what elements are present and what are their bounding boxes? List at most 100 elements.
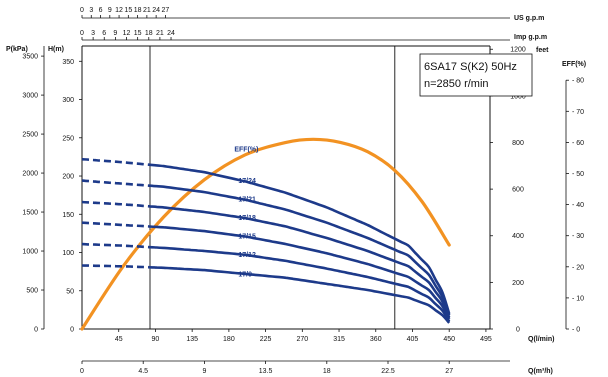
efficiency-tick-label: - 20 — [572, 264, 584, 271]
imp-gpm-tick-label: 12 — [123, 30, 131, 37]
pressure-tick-label: 2500 — [22, 132, 38, 139]
imp-gpm-tick-label: 6 — [102, 30, 106, 37]
feet-tick-label: 800 — [512, 140, 524, 147]
head-tick-label: 200 — [62, 174, 74, 181]
head-curve-dashed-17-15 — [81, 221, 151, 228]
us-gpm-tick-label: 21 — [143, 7, 151, 14]
pressure-tick-label: 3500 — [22, 54, 38, 61]
imp-gpm-unit-label: Imp g.p.m — [514, 34, 547, 41]
head-tick-label: 50 — [66, 288, 74, 295]
q-lmin-tick-label: 90 — [152, 336, 160, 343]
efficiency-tick-label: - 10 — [572, 295, 584, 302]
imp-gpm-tick-label: 0 — [80, 30, 84, 37]
pressure-unit-label: P(kPa) — [6, 46, 28, 53]
efficiency-tick-label: - 40 — [572, 202, 584, 209]
us-gpm-tick-label: 24 — [152, 7, 160, 14]
q-lmin-tick-label: 225 — [260, 336, 272, 343]
feet-tick-label: 0 — [516, 327, 520, 334]
us-gpm-tick-label: 3 — [89, 7, 93, 14]
q-lmin-tick-label: 45 — [115, 336, 123, 343]
head-tick-label: 100 — [62, 250, 74, 257]
head-curve-dashed-17-12 — [81, 242, 151, 249]
q-lmin-tick-label: 360 — [370, 336, 382, 343]
head-curve-label: 17/24 — [238, 178, 256, 185]
chart-title-model: 6SA17 S(K2) 50Hz — [424, 61, 517, 73]
efficiency-tick-label: - 30 — [572, 233, 584, 240]
efficiency-tick-label: - 0 — [572, 327, 580, 334]
head-curve-dashed-17-18 — [81, 200, 151, 208]
efficiency-unit-label: EFF(%) — [562, 61, 586, 68]
imp-gpm-tick-label: 15 — [134, 30, 142, 37]
pressure-tick-label: 3000 — [22, 93, 38, 100]
feet-tick-label: 400 — [512, 233, 524, 240]
us-gpm-tick-label: 9 — [108, 7, 112, 14]
q-lmin-tick-label: 315 — [333, 336, 345, 343]
imp-gpm-tick-label: 18 — [145, 30, 153, 37]
head-curve-17-15 — [149, 225, 451, 320]
head-curve-label: 17/15 — [238, 234, 256, 241]
head-curve-17-21 — [149, 184, 451, 316]
efficiency-curve-label: EFF(%) — [234, 147, 258, 154]
head-unit-label: H(m) — [48, 46, 64, 53]
head-tick-label: 350 — [62, 59, 74, 66]
us-gpm-tick-label: 27 — [162, 7, 170, 14]
feet-tick-label: 200 — [512, 280, 524, 287]
q-m3h-tick-label: 27 — [445, 368, 453, 375]
head-curve-label: 17/21 — [238, 196, 256, 203]
pressure-tick-label: 1000 — [22, 249, 38, 256]
imp-gpm-tick-label: 9 — [113, 30, 117, 37]
head-tick-label: 300 — [62, 97, 74, 104]
head-curve-dashed-17-21 — [81, 179, 151, 187]
efficiency-tick-label: - 60 — [572, 140, 584, 147]
us-gpm-tick-label: 12 — [115, 7, 123, 14]
imp-gpm-tick-label: 21 — [156, 30, 164, 37]
head-curve-17-24 — [149, 163, 451, 315]
q-m3h-tick-label: 18 — [323, 368, 331, 375]
head-tick-label: 0 — [70, 327, 74, 334]
q-lmin-tick-label: 135 — [186, 336, 198, 343]
feet-unit-label: feet — [536, 47, 549, 54]
q-lmin-tick-label: 495 — [480, 336, 492, 343]
curve-layer: EFF(%) 17/24 17/21 17/18 17/15 17/12 17/9 — [80, 137, 451, 331]
efficiency-tick-label: - 70 — [572, 109, 584, 116]
chart-title-speed: n=2850 r/min — [424, 78, 489, 90]
q-lmin-unit-label: Q(l/min) — [528, 336, 554, 343]
head-tick-label: 150 — [62, 212, 74, 219]
us-gpm-unit-label: US g.p.m — [514, 15, 544, 22]
us-gpm-tick-label: 6 — [99, 7, 103, 14]
us-gpm-tick-label: 18 — [134, 7, 142, 14]
head-curve-dashed-17-24 — [81, 157, 151, 167]
imp-gpm-tick-label: 3 — [91, 30, 95, 37]
q-m3h-unit-label: Q(m³/h) — [528, 368, 553, 375]
head-curve-17-9 — [149, 266, 451, 324]
imp-gpm-tick-label: 24 — [167, 30, 175, 37]
efficiency-tick-label: - 50 — [572, 171, 584, 178]
feet-tick-label: 1200 — [510, 47, 526, 54]
pressure-tick-label: 1500 — [22, 210, 38, 217]
q-m3h-tick-label: 9 — [202, 368, 206, 375]
q-m3h-tick-label: 4.5 — [138, 368, 148, 375]
us-gpm-tick-label: 15 — [124, 7, 132, 14]
pressure-tick-label: 0 — [34, 327, 38, 334]
us-gpm-tick-label: 0 — [80, 7, 84, 14]
title-box-frame — [419, 53, 533, 97]
feet-tick-label: 600 — [512, 187, 524, 194]
q-m3h-tick-label: 22.5 — [381, 368, 395, 375]
head-curve-label: 17/9 — [238, 271, 252, 278]
pressure-tick-label: 500 — [26, 288, 38, 295]
q-lmin-tick-label: 450 — [443, 336, 455, 343]
head-curve-17-18 — [149, 205, 451, 319]
efficiency-tick-label: - 80 — [572, 78, 584, 85]
chart-title-box: 6SA17 S(K2) 50Hz n=2850 r/min — [419, 53, 533, 97]
q-lmin-tick-label: 180 — [223, 336, 235, 343]
head-curve-label: 17/12 — [238, 252, 256, 259]
head-curve-dashed-17-9 — [81, 264, 151, 269]
q-lmin-tick-label: 405 — [407, 336, 419, 343]
q-lmin-tick-label: 270 — [296, 336, 308, 343]
feet-tick-label: 1000 — [510, 93, 526, 100]
q-m3h-tick-label: 13.5 — [259, 368, 273, 375]
efficiency-curve — [80, 137, 451, 331]
head-curve-label: 17/18 — [238, 215, 256, 222]
